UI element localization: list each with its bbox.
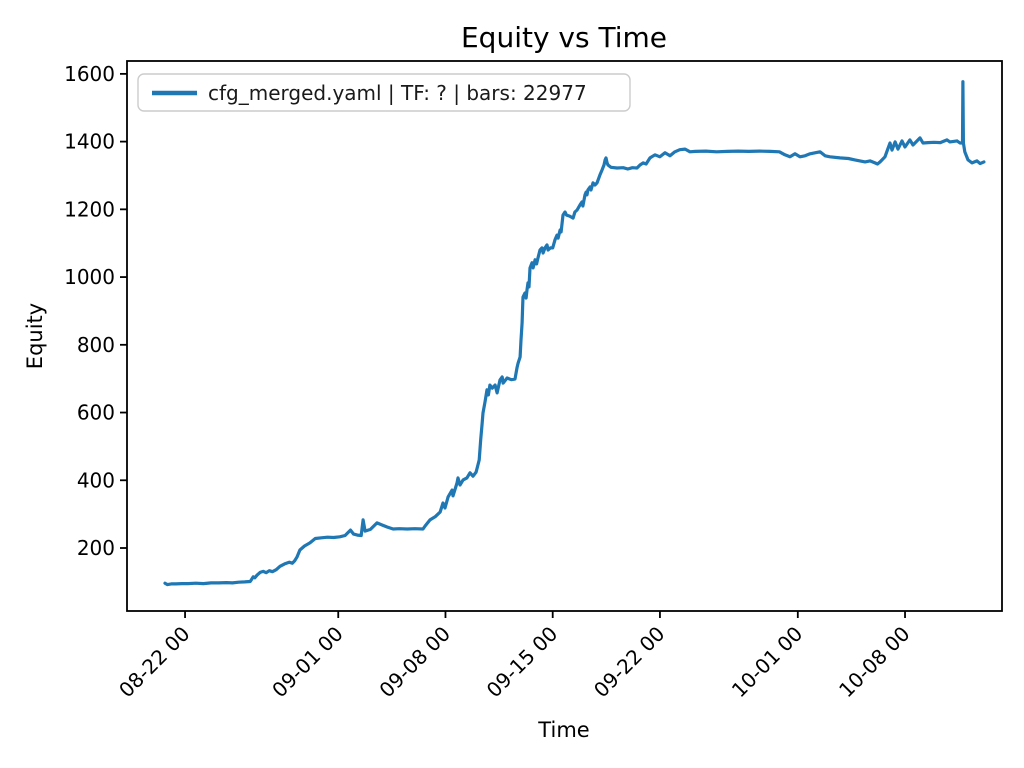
legend-frame <box>137 73 631 112</box>
x-tick-label: 09-01 00 <box>267 622 348 703</box>
y-axis-label: Equity <box>23 303 47 369</box>
x-tick-label: 10-01 00 <box>727 622 808 703</box>
x-axis-label: Time <box>537 718 589 742</box>
x-tick-label: 09-08 00 <box>374 622 455 703</box>
y-tick-label: 800 <box>77 333 115 357</box>
x-tick-label: 08-22 00 <box>114 622 195 703</box>
legend-label: cfg_merged.yaml | TF: ? | bars: 22977 <box>208 81 587 105</box>
y-tick-label: 600 <box>77 401 115 425</box>
y-tick-label: 1000 <box>64 265 115 289</box>
y-tick-label: 200 <box>77 536 115 560</box>
y-tick-label: 400 <box>77 468 115 492</box>
y-tick-label: 1200 <box>64 197 115 221</box>
x-tick-label: 09-15 00 <box>482 622 563 703</box>
x-tick-label: 10-08 00 <box>834 622 915 703</box>
x-axis-ticks: 08-22 00 09-01 00 09-08 00 09-15 00 09-22 00… <box>114 611 915 702</box>
y-tick-label: 1400 <box>64 130 115 154</box>
legend: cfg_merged.yaml | TF: ? | bars: 22977 <box>137 73 631 112</box>
plot-area-border <box>126 60 1003 612</box>
chart-title: Equity vs Time <box>461 21 667 54</box>
y-tick-label: 1600 <box>64 62 115 86</box>
y-axis-ticks: 200 400 600 800 1000 1200 1400 1600 <box>64 62 127 560</box>
equity-line <box>163 80 986 587</box>
x-tick-label: 09-22 00 <box>589 622 670 703</box>
